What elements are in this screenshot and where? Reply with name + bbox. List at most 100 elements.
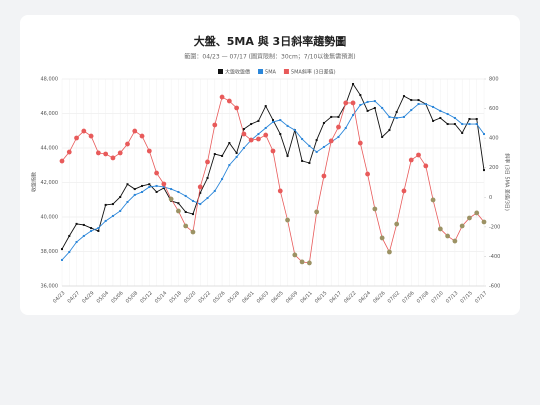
point	[439, 109, 442, 112]
card	[20, 15, 520, 315]
point	[483, 169, 485, 172]
slope-point	[125, 141, 130, 147]
y-tick-label: 40,000	[41, 215, 59, 221]
point	[257, 133, 260, 136]
point	[366, 100, 369, 103]
point	[432, 105, 435, 108]
slope-point	[401, 188, 407, 194]
slope-point	[59, 158, 65, 164]
y2-tick-label: 200	[489, 165, 499, 171]
point	[402, 95, 405, 98]
slope-point	[343, 100, 349, 106]
y2-tick-label: 800	[489, 77, 499, 83]
slope-point	[117, 150, 123, 156]
point	[221, 154, 224, 157]
slope-point	[205, 159, 210, 165]
slope-point	[350, 100, 356, 106]
point	[228, 164, 231, 167]
point	[308, 144, 311, 147]
slope-point	[452, 238, 458, 244]
point	[97, 229, 100, 232]
slope-point	[132, 128, 138, 134]
point	[315, 139, 318, 142]
y2-tick-label: -600	[489, 284, 500, 290]
point	[111, 214, 114, 217]
point	[199, 191, 202, 194]
slope-point	[387, 249, 392, 255]
point	[184, 194, 187, 197]
slope-point	[212, 122, 218, 128]
point	[381, 106, 384, 109]
point	[381, 135, 384, 138]
y-tick-label: 36,000	[41, 284, 59, 290]
point	[468, 123, 471, 126]
chart-title: 大盤、5MA 與 3日斜率趨勢圖	[194, 34, 346, 48]
slope-point	[256, 136, 261, 142]
point	[337, 135, 340, 138]
point	[279, 133, 282, 136]
slope-point	[467, 215, 472, 221]
point	[206, 177, 209, 180]
point	[439, 116, 442, 119]
point	[111, 203, 114, 206]
slope-point	[270, 148, 276, 154]
point	[126, 183, 129, 186]
point	[432, 119, 435, 122]
slope-point	[481, 219, 487, 225]
point	[461, 131, 464, 134]
point	[286, 154, 289, 157]
point	[199, 203, 202, 206]
slope-point	[139, 133, 145, 139]
point	[301, 159, 304, 162]
point	[424, 103, 427, 106]
point	[483, 133, 485, 136]
legend-swatch	[283, 69, 289, 74]
point	[272, 119, 274, 122]
slope-point	[103, 151, 109, 157]
slope-point	[437, 226, 443, 232]
point	[61, 258, 63, 261]
point	[90, 229, 93, 232]
legend-label: 大盤收盤價	[225, 69, 250, 76]
point	[315, 150, 318, 153]
point	[359, 104, 362, 107]
y-tick-label: 42,000	[41, 180, 59, 186]
point	[475, 123, 478, 126]
slope-point	[285, 217, 290, 223]
point	[162, 187, 165, 190]
point	[417, 103, 420, 106]
legend-swatch	[218, 69, 223, 74]
point	[206, 197, 209, 200]
point	[272, 120, 274, 123]
point	[221, 178, 224, 181]
slope-point	[336, 124, 341, 130]
point	[133, 188, 136, 191]
legend-swatch	[258, 69, 264, 74]
point	[279, 119, 282, 122]
legend-label: 5MA斜率 (3日差值)	[291, 69, 336, 76]
slope-point	[183, 223, 189, 229]
slope-point	[146, 148, 152, 154]
point	[191, 199, 194, 202]
point	[242, 147, 245, 149]
slope-point	[372, 206, 378, 212]
slope-point	[110, 155, 116, 161]
slope-point	[474, 210, 480, 216]
slope-point	[306, 260, 312, 266]
y2-tick-label: 600	[489, 106, 499, 112]
point	[373, 100, 376, 103]
slope-point	[234, 105, 240, 111]
slope-point	[416, 152, 421, 158]
point	[344, 126, 347, 129]
point	[352, 83, 355, 86]
slope-point	[445, 233, 451, 239]
point	[68, 251, 71, 254]
slope-point	[357, 140, 363, 146]
slope-point	[74, 135, 79, 141]
slope-point	[321, 173, 327, 179]
point	[68, 234, 71, 237]
y2-tick-label: 0	[489, 195, 492, 201]
point	[388, 129, 391, 132]
